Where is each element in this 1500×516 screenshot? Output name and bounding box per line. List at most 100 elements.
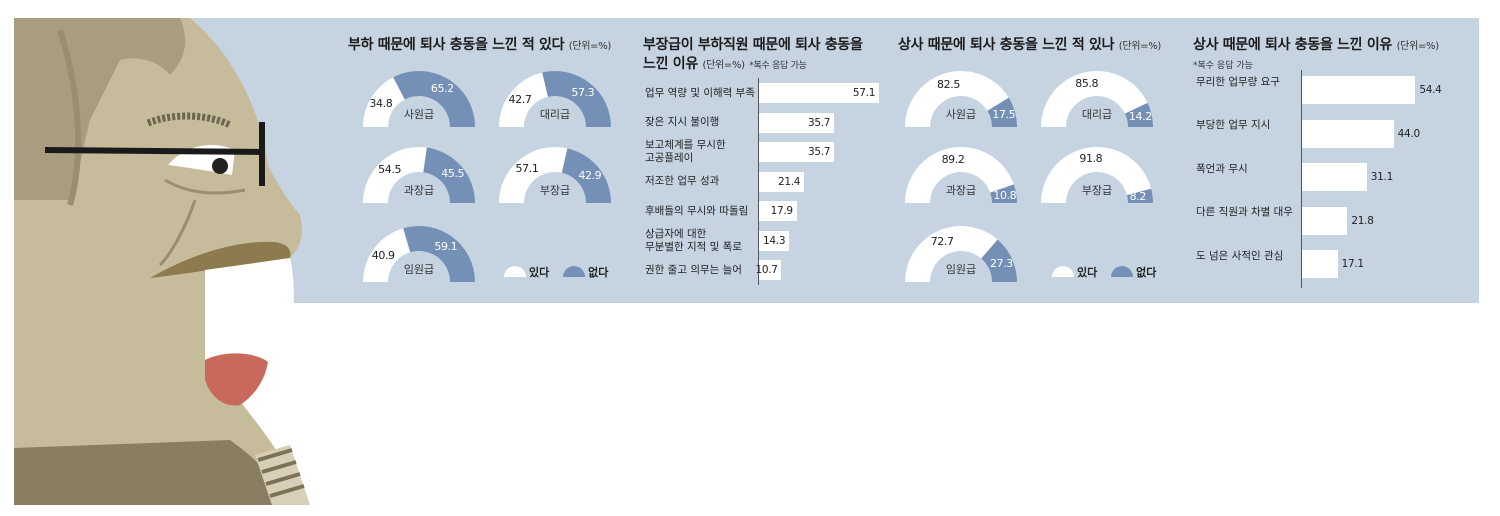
bar-label: 상급자에 대한 무분별한 지적 및 폭로 [645,228,742,254]
bar-label-line: 도 넘은 사적인 관심 [1196,249,1284,262]
bar-label: 저조한 업무 성과 [645,175,719,188]
gauge-slice-yes [905,226,998,282]
gauge-value-no: 57.3 [571,85,595,99]
bar-label-line: 무리한 업무량 요구 [1196,75,1280,88]
gauge-category-label: 과장급 [403,184,435,197]
bar-label-line: 후배들의 무시와 따돌림 [645,204,749,217]
bar-label: 후배들의 무시와 따돌림 [645,205,748,218]
gauge-svg [363,147,475,203]
gauge-svg [905,146,1017,203]
section4-title: 상사 때문에 퇴사 충동을 느낀 이유 (단위=%) [1193,37,1439,53]
gauge-value-no: 59.1 [434,239,458,253]
gauge-value-yes: 57.1 [515,161,539,175]
legend-section1: 있다 없다 [504,264,608,280]
gauge-5: 임원급 40.9 59.1 [362,224,476,284]
gauge-2: 대리급 85.8 14.2 [1040,69,1154,129]
bar-value: 10.7 [755,264,778,276]
bar-value: 17.1 [1341,258,1364,270]
bar-label-line: 폭언과 무시 [1196,162,1248,175]
gauge-slice-no [561,148,611,203]
gauge-value-no: 45.5 [441,167,465,181]
gauge-svg [1041,71,1153,127]
gauge-category-label: 과장급 [945,184,977,197]
bar-value: 31.1 [1370,171,1393,183]
gauge-category-label: 대리급 [1081,108,1113,121]
gauge-slice-no [423,147,475,203]
gauge-value-yes: 89.2 [941,152,965,166]
bar-value: 14.3 [763,234,786,247]
bar-label-line: 잦은 지시 불이행 [645,116,720,128]
gauge-value-no: 65.2 [430,82,454,96]
bar [759,230,790,251]
gauge-svg [363,70,475,127]
bar [759,260,782,280]
section4-note: *복수 응답 가능 [1193,61,1253,71]
bar [1302,76,1416,104]
bar-label-line: 고공플레이 [645,152,694,164]
gauge-value-yes: 42.7 [508,92,532,106]
gauge-value-no: 8.2 [1129,190,1147,204]
bar-label: 폭언과 무시 [1196,163,1248,176]
bar-value: 35.7 [807,116,831,129]
gauge-value-no: 14.2 [1128,110,1152,124]
bar [759,112,834,133]
gauge-5: 임원급 72.7 27.3 [904,224,1018,284]
gauge-svg [499,71,611,127]
gauge-category-label: 임원급 [403,263,435,276]
bar-axis [758,78,759,285]
gauge-slice-yes [905,146,1014,203]
bar [759,201,797,221]
section2-title-line2: 느낀 이유 (단위=%) *복수 응답 가능 [643,56,807,72]
bar [1302,163,1367,191]
bar [759,83,879,103]
bar-value: 54.4 [1419,84,1442,96]
gauge-svg [363,226,475,282]
gauge-value-yes: 91.8 [1079,152,1103,166]
legend-no-swatch [1111,266,1134,277]
bar [759,142,834,162]
bar-label: 잦은 지시 불이행 [645,116,719,129]
gauge-slice-no [403,226,475,282]
gauge-slice-yes [499,147,568,203]
bar-axis [1301,70,1302,288]
gauge-slice-yes [363,147,427,203]
gauge-value-no: 42.9 [578,168,602,182]
legend-yes-swatch [1052,266,1074,277]
bar-label-line: 상급자에 대한 [645,227,707,240]
gauge-2: 대리급 42.7 57.3 [498,69,612,129]
bar-value: 57.1 [852,87,876,99]
gauge-value-yes: 85.8 [1075,77,1099,91]
gauge-slice-yes [363,228,411,282]
gauge-value-no: 17.5 [992,108,1016,122]
gauge-category-label: 사원급 [945,108,977,121]
bar-label-line: 다른 직원과 차별 대우 [1196,206,1293,218]
bar-label: 업무 역량 및 이해력 부족 [645,87,755,100]
bar-label-line: 무분별한 지적 및 폭로 [645,240,742,253]
gauge-value-no: 27.3 [990,256,1013,270]
bar-value: 17.9 [770,205,793,217]
gauge-value-yes: 40.9 [371,248,395,262]
gauge-category-label: 부장급 [1081,184,1113,197]
legend-section3: 있다 없다 [1052,264,1156,280]
gauge-slice-no [1126,188,1153,203]
legend-no-swatch [563,266,586,277]
bar-label-line: 저조한 업무 성과 [645,175,720,187]
gauge-3: 과장급 89.2 10.8 [904,145,1018,205]
gauge-value-yes: 82.5 [937,77,960,91]
gauge-category-label: 사원급 [403,108,435,121]
bar [1302,206,1348,235]
bar-label-line: 권한 줄고 의무는 늘어 [645,263,742,276]
legend-no-label: 없다 [588,266,609,279]
bar-value: 21.4 [777,175,801,188]
bar-label-line: 보고체계를 무시한 [645,139,726,151]
bar [1302,250,1338,278]
legend-yes-label: 있다 [1077,266,1098,279]
gauge-4: 부장급 91.8 8.2 [1040,145,1154,205]
gauge-value-no: 10.8 [993,188,1017,202]
gauge-category-label: 임원급 [945,263,977,276]
gauge-svg [499,147,611,203]
gauge-4: 부장급 57.1 42.9 [498,145,612,205]
bar [759,171,804,192]
gauge-svg [1041,146,1153,203]
